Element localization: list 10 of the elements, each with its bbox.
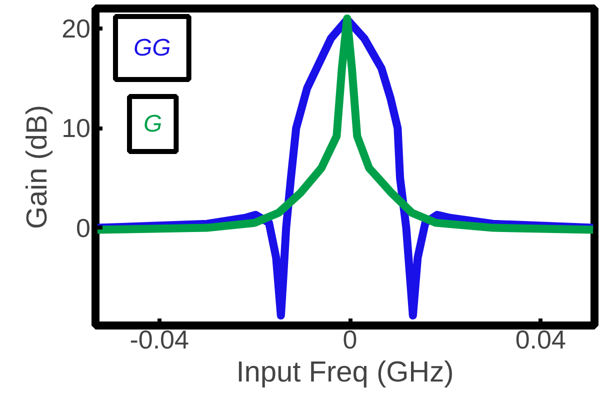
x-tick-label: 0 bbox=[342, 324, 358, 354]
y-tick-label: 20 bbox=[62, 13, 90, 44]
text: G bbox=[144, 110, 162, 138]
x-axis-title: Input Freq (GHz) bbox=[236, 356, 454, 388]
y-tick-label: 0 bbox=[76, 212, 91, 243]
x-tick-label: 0.04 bbox=[515, 324, 566, 354]
y-tick-label: 10 bbox=[62, 113, 90, 144]
y-axis-title: Gain (dB) bbox=[22, 104, 54, 230]
x-tick-label: -0.04 bbox=[130, 324, 189, 354]
text: GG bbox=[134, 34, 171, 62]
